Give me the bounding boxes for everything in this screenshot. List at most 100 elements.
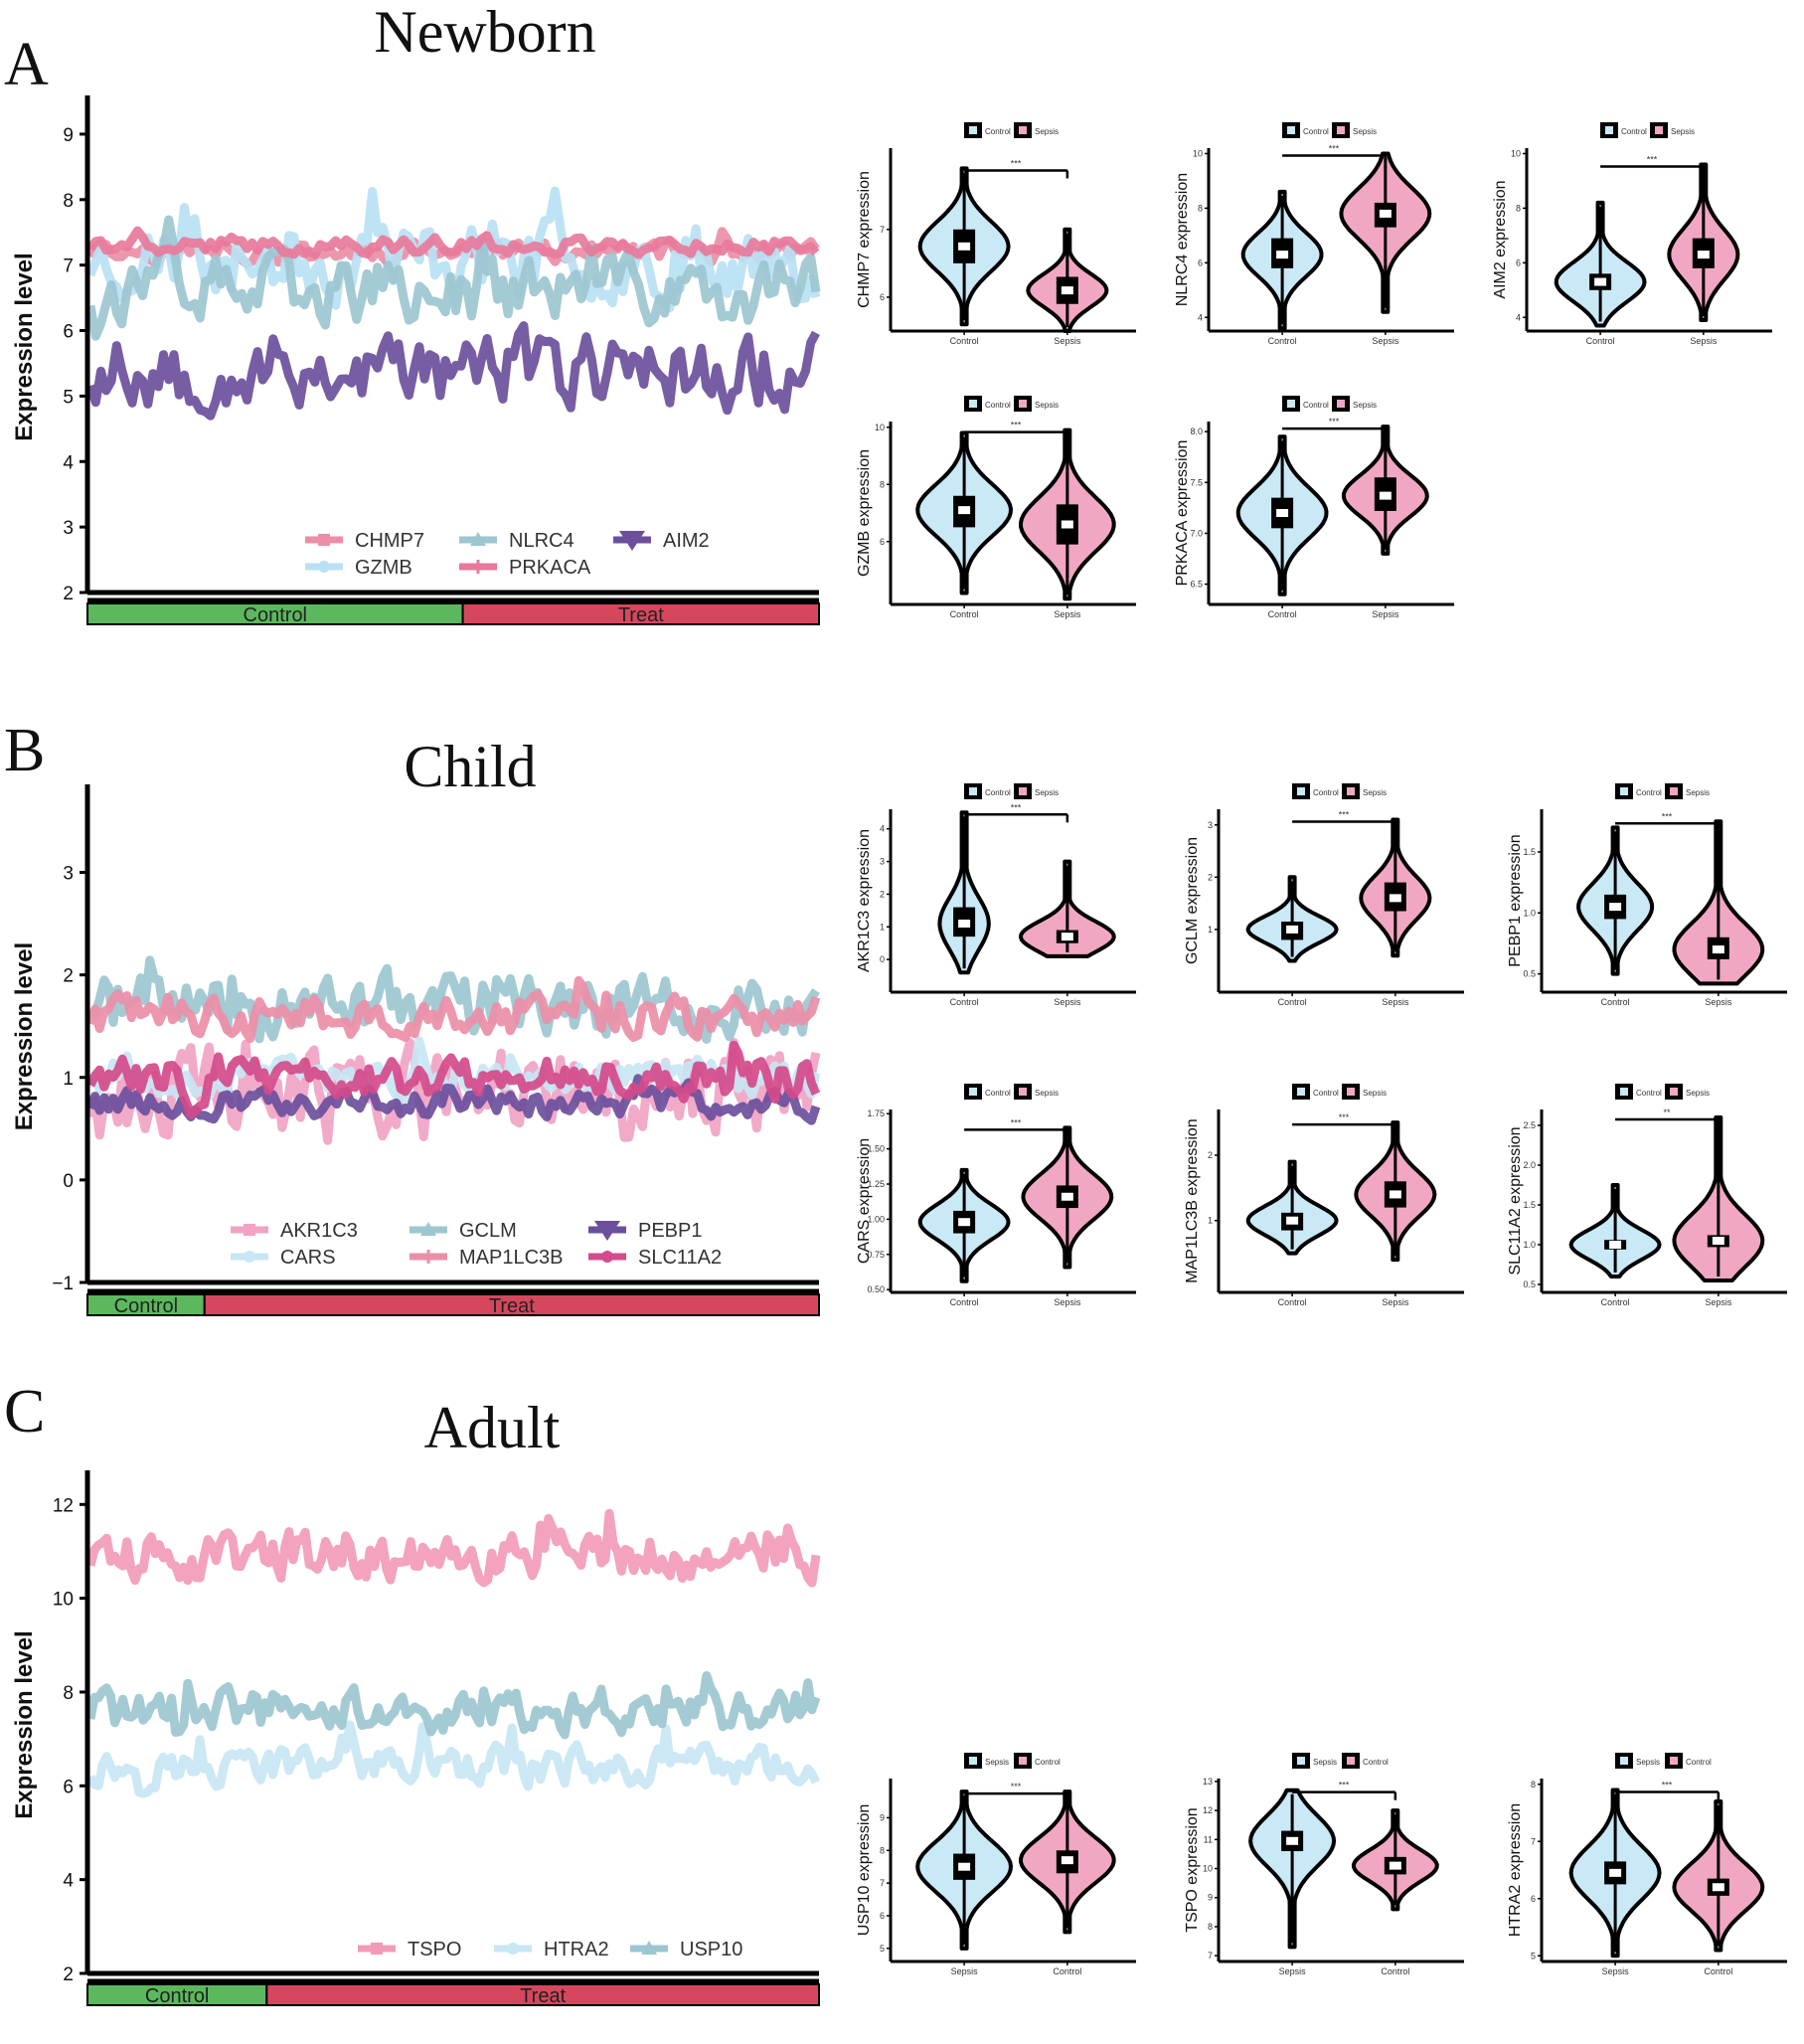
legend-item-tspo: TSPO xyxy=(358,1939,461,1960)
violin-y-tick-label: 10 xyxy=(1203,1864,1213,1874)
violin-median-control xyxy=(1389,1861,1401,1870)
y-tick-label: 3 xyxy=(63,518,74,539)
violin-median-control xyxy=(1276,251,1289,259)
violin-median-sepsis xyxy=(1697,251,1710,259)
violin-x-tick-label: Control xyxy=(1278,1297,1307,1307)
legend-label: AKR1C3 xyxy=(280,1220,358,1242)
violin-legend-label-2: Sepsis xyxy=(1686,1089,1710,1098)
violin-y-axis-title: CHMP7 expression xyxy=(856,171,873,308)
violin-y-tick-label: 4 xyxy=(1198,312,1203,322)
violin-median-sepsis xyxy=(1286,1836,1299,1845)
violin-x-tick-label: Control xyxy=(1053,1966,1081,1976)
y-tick-label: −1 xyxy=(52,1274,74,1294)
violin-y-tick-label: 6 xyxy=(880,292,885,302)
violin-plot-chmp7: Control Sepsis *** 6 7 Control Sepsis CHMP7 exp… xyxy=(856,122,1136,346)
significance-label: *** xyxy=(1329,143,1340,153)
violin-y-tick-label: 7 xyxy=(880,225,885,235)
violin-y-tick-label: 6 xyxy=(1198,257,1203,267)
violin-charts: Control Sepsis *** 6 7 Control Sepsis CHMP7 exp… xyxy=(856,122,1787,1976)
y-tick-label: 10 xyxy=(53,1590,74,1611)
y-axis-title: Expression level xyxy=(11,942,38,1130)
y-tick-label: 4 xyxy=(63,1871,74,1892)
violin-y-tick-label: 2 xyxy=(1208,872,1213,882)
violin-legend-swatch-1 xyxy=(1620,1757,1628,1765)
violin-x-tick-label: Sepsis xyxy=(1054,997,1081,1007)
violin-legend-label-1: Control xyxy=(985,401,1011,410)
violin-x-tick-label: Control xyxy=(1601,1297,1630,1307)
legend-label: GZMB xyxy=(355,557,412,579)
group-bar-label-control: Control xyxy=(244,604,307,626)
violin-median-control xyxy=(1286,925,1299,934)
violin-x-tick-label: Sepsis xyxy=(1372,609,1399,619)
legend-marker-square xyxy=(371,1943,383,1955)
violin-median-control xyxy=(1286,1216,1299,1225)
legend-label: CHMP7 xyxy=(355,530,424,552)
violin-legend-label-2: Sepsis xyxy=(1363,788,1387,797)
y-tick-label: 0 xyxy=(63,1171,74,1192)
violin-x-tick-label: Control xyxy=(1268,609,1297,619)
legend-item-usp10: USP10 xyxy=(630,1939,742,1960)
violin-legend-label-1: Control xyxy=(1636,1089,1662,1098)
violin-y-tick-label: 1.5 xyxy=(1523,847,1536,857)
violin-y-tick-label: 1.25 xyxy=(867,1179,885,1189)
line-chart-child: −1 0 1 2 3 Expression level Control Treat AKR1C3… xyxy=(11,784,821,1317)
violin-y-tick-label: 1.5 xyxy=(1523,1200,1536,1210)
y-tick-label: 6 xyxy=(63,1777,74,1797)
legend-label: NLRC4 xyxy=(509,530,574,552)
legend-label: AIM2 xyxy=(663,530,710,552)
violin-legend-swatch-2 xyxy=(1670,1088,1678,1096)
line-chart-adult: 2 4 6 8 10 12 Expression level Control Treat TSPO… xyxy=(11,1470,821,2007)
violin-legend-swatch-2 xyxy=(1337,126,1345,134)
significance-label: ** xyxy=(1663,1107,1671,1117)
violin-y-tick-label: 2.5 xyxy=(1523,1120,1536,1130)
group-bar-label-treat: Treat xyxy=(618,604,664,626)
violin-plot-tspo: Sepsis Control *** 7 8 9 10 11 12 13 Sepsis Control… xyxy=(1184,1753,1464,1976)
violin-legend-swatch-2 xyxy=(1019,1088,1027,1096)
violin-plot-map1lc3b: Control Sepsis *** 1 2 Control Sepsis MAP1LC3B … xyxy=(1184,1084,1464,1307)
y-tick-label: 2 xyxy=(63,584,74,604)
violin-y-tick-label: 6 xyxy=(1516,257,1521,267)
y-tick-label: 8 xyxy=(63,191,74,212)
violin-y-tick-label: 6 xyxy=(1531,1894,1536,1904)
violin-x-tick-label: Control xyxy=(950,997,979,1007)
violin-median-sepsis xyxy=(1379,491,1392,500)
violin-y-tick-label: 9 xyxy=(1208,1893,1213,1903)
legend-item-gclm: GCLM xyxy=(410,1220,517,1242)
violin-legend-label-2: Sepsis xyxy=(1035,1089,1059,1098)
violin-y-tick-label: 2 xyxy=(880,889,885,899)
violin-y-tick-label: 5 xyxy=(880,1944,885,1954)
violin-legend-label-1: Control xyxy=(1621,127,1647,136)
violin-y-tick-label: 10 xyxy=(875,423,885,432)
legend-item-slc11a2: SLC11A2 xyxy=(588,1247,722,1269)
violin-legend-swatch-1 xyxy=(1605,126,1613,134)
legend-item-akr1c3: AKR1C3 xyxy=(231,1220,358,1242)
violin-legend-label-1: Control xyxy=(1636,788,1662,797)
violin-legend-label-2: Control xyxy=(1363,1758,1389,1767)
violin-y-tick-label: 7 xyxy=(1208,1951,1213,1960)
violin-y-axis-title: SLC11A2 expression xyxy=(1507,1126,1524,1275)
legend-label: PRKACA xyxy=(509,557,591,579)
violin-legend-label-1: Control xyxy=(985,788,1011,797)
group-bar-label-control: Control xyxy=(145,1985,209,2007)
y-tick-label: 9 xyxy=(63,125,74,146)
group-bar-label-control: Control xyxy=(114,1295,178,1317)
violin-x-tick-label: Sepsis xyxy=(1372,336,1399,346)
violin-x-tick-label: Control xyxy=(950,1297,979,1307)
violin-x-tick-label: Sepsis xyxy=(1382,1297,1409,1307)
y-axis-title: Expression level xyxy=(11,253,38,440)
violin-y-tick-label: 10 xyxy=(1193,148,1203,158)
violin-y-tick-label: 8 xyxy=(1516,203,1521,213)
violin-x-tick-label: Control xyxy=(1381,1966,1409,1976)
violin-median-control xyxy=(1609,903,1622,912)
violin-legend-swatch-2 xyxy=(1019,787,1027,795)
legend-marker-triangle-down xyxy=(594,1221,620,1241)
violin-median-control xyxy=(958,506,971,515)
violin-median-sepsis xyxy=(1061,1192,1073,1201)
violin-x-tick-label: Sepsis xyxy=(1602,1966,1630,1976)
violin-y-tick-label: 7.0 xyxy=(1190,528,1203,538)
legend-marker-triangle xyxy=(641,1941,657,1955)
violin-median-sepsis xyxy=(1712,1237,1724,1245)
panel-title-child: Child xyxy=(404,734,536,799)
y-tick-label: 6 xyxy=(63,322,74,343)
